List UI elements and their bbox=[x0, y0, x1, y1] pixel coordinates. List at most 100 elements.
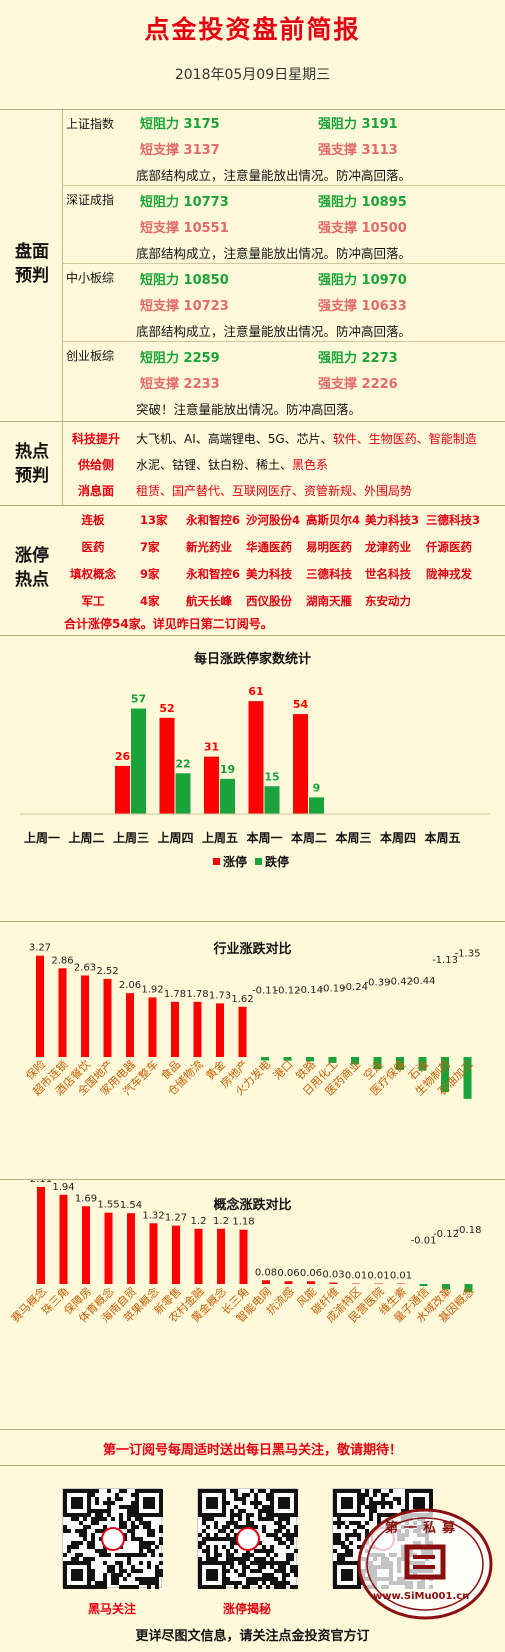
qr-module bbox=[361, 1525, 365, 1529]
qr-module bbox=[365, 1521, 369, 1525]
qr-module bbox=[258, 1561, 262, 1565]
qr-module bbox=[95, 1585, 99, 1589]
qr-module bbox=[131, 1513, 135, 1517]
stock-name: 仟源医药 bbox=[426, 540, 472, 554]
stock-name: 三德科技 bbox=[306, 567, 352, 581]
qr-module bbox=[131, 1505, 135, 1509]
bar-跌停 bbox=[264, 786, 280, 814]
data-label: 15 bbox=[264, 770, 279, 783]
qr-module bbox=[131, 1533, 135, 1537]
qr-module bbox=[127, 1517, 131, 1521]
data-label: -1.35 bbox=[455, 949, 481, 960]
qr-code-zhangting bbox=[197, 1488, 298, 1589]
qr-module bbox=[115, 1497, 119, 1501]
stock-name: 永和智控6 bbox=[186, 567, 241, 581]
qr-module bbox=[365, 1505, 369, 1509]
qr-module bbox=[377, 1489, 381, 1493]
strong-support: 强支撑 2226 bbox=[318, 377, 398, 392]
qr-module bbox=[226, 1537, 230, 1541]
stock-name: 永和智控6 bbox=[186, 513, 241, 527]
qr-module bbox=[127, 1561, 131, 1565]
qr-module bbox=[282, 1585, 286, 1589]
bar-涨停 bbox=[115, 765, 130, 814]
qr-module bbox=[83, 1529, 87, 1533]
qr-module bbox=[111, 1573, 115, 1577]
qr-module bbox=[242, 1501, 246, 1505]
qr-module bbox=[139, 1537, 143, 1541]
legend-label: 涨停 bbox=[223, 854, 247, 869]
qr-module bbox=[369, 1513, 373, 1517]
qr-module bbox=[258, 1585, 262, 1589]
qr-module bbox=[262, 1517, 266, 1521]
qr-module bbox=[119, 1517, 123, 1521]
qr-module bbox=[91, 1569, 95, 1573]
qr-module bbox=[159, 1561, 163, 1565]
qr-module bbox=[83, 1517, 87, 1521]
data-label: 0.01 bbox=[345, 1271, 367, 1282]
qr-module bbox=[278, 1517, 282, 1521]
qr-module bbox=[286, 1545, 290, 1549]
qr-finder bbox=[71, 1497, 83, 1509]
qr-module bbox=[286, 1529, 290, 1533]
qr-module bbox=[67, 1545, 71, 1549]
qr-module bbox=[290, 1569, 294, 1573]
qr-module bbox=[214, 1557, 218, 1561]
qr-module bbox=[147, 1541, 151, 1545]
qr-module bbox=[123, 1585, 127, 1589]
qr-module bbox=[230, 1541, 234, 1545]
qr-module bbox=[230, 1553, 234, 1557]
x-tick-label: 上周三 bbox=[113, 830, 149, 845]
qr-module bbox=[242, 1585, 246, 1589]
qr-module bbox=[107, 1489, 111, 1493]
qr-module bbox=[139, 1569, 143, 1573]
qr-module bbox=[151, 1533, 155, 1537]
qr-module bbox=[226, 1549, 230, 1553]
stock-name: 易明医药 bbox=[306, 540, 352, 554]
qr-module bbox=[151, 1581, 155, 1585]
qr-module bbox=[270, 1577, 274, 1581]
qr-module bbox=[262, 1545, 266, 1549]
qr-module bbox=[345, 1537, 349, 1541]
x-tick-label: 上周四 bbox=[157, 830, 193, 845]
qr-module bbox=[266, 1533, 270, 1537]
qr-module bbox=[210, 1517, 214, 1521]
qr-module bbox=[286, 1557, 290, 1561]
qr-module bbox=[75, 1553, 79, 1557]
qr-module bbox=[381, 1493, 385, 1497]
x-tick-label: 上周五 bbox=[202, 830, 238, 845]
qr-module bbox=[202, 1521, 206, 1525]
qr-module bbox=[119, 1489, 123, 1493]
qr-module bbox=[202, 1517, 206, 1521]
qr-module bbox=[337, 1521, 341, 1525]
qr-module bbox=[111, 1517, 115, 1521]
qr-module bbox=[83, 1525, 87, 1529]
qr-module bbox=[107, 1513, 111, 1517]
qr-module bbox=[278, 1569, 282, 1573]
qr-module bbox=[365, 1489, 369, 1493]
qr-module bbox=[95, 1489, 99, 1493]
bar bbox=[82, 1206, 90, 1284]
qr-module bbox=[250, 1501, 254, 1505]
data-label: 52 bbox=[159, 702, 174, 715]
qr-module bbox=[91, 1545, 95, 1549]
qr-module bbox=[210, 1557, 214, 1561]
qr-finder bbox=[341, 1497, 353, 1509]
qr-module bbox=[67, 1549, 71, 1553]
qr-module bbox=[270, 1557, 274, 1561]
qr-module bbox=[139, 1561, 143, 1565]
qr-module bbox=[79, 1529, 83, 1533]
qr-module bbox=[135, 1525, 139, 1529]
qr-module bbox=[107, 1553, 111, 1557]
bar bbox=[81, 975, 89, 1057]
qr-module bbox=[234, 1493, 238, 1497]
qr-module bbox=[127, 1573, 131, 1577]
data-label: 1.94 bbox=[52, 1182, 74, 1193]
qr-module bbox=[286, 1521, 290, 1525]
qr-module bbox=[147, 1585, 151, 1589]
qr-module bbox=[266, 1585, 270, 1589]
qr-label: 涨停揭秘 bbox=[222, 1602, 271, 1616]
qr-module bbox=[369, 1509, 373, 1513]
data-label: -0.12 bbox=[275, 985, 301, 996]
qr-module bbox=[353, 1529, 357, 1533]
qr-module bbox=[230, 1561, 234, 1565]
